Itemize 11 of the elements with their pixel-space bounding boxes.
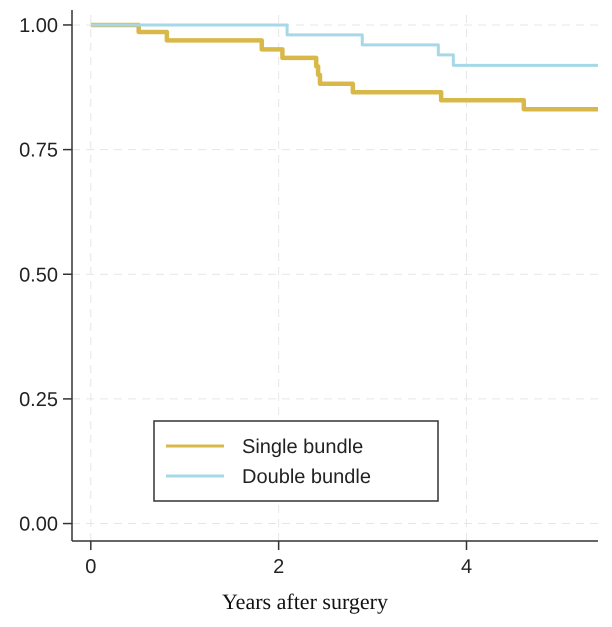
y-tick-label: 1.00 (19, 14, 58, 37)
x-tick-label: 0 (85, 556, 96, 578)
y-tick-label: 0.75 (19, 140, 58, 162)
x-tick-label: 4 (460, 556, 472, 578)
y-tick-label: 0.00 (19, 514, 58, 536)
y-tick-label: 0.25 (19, 388, 58, 411)
x-tick-label: 2 (273, 556, 284, 578)
legend-label: Single bundle (242, 436, 364, 458)
legend-label: Double bundle (242, 466, 371, 488)
x-axis-title: Years after surgery (222, 589, 388, 614)
y-tick-label: 0.50 (19, 264, 58, 286)
